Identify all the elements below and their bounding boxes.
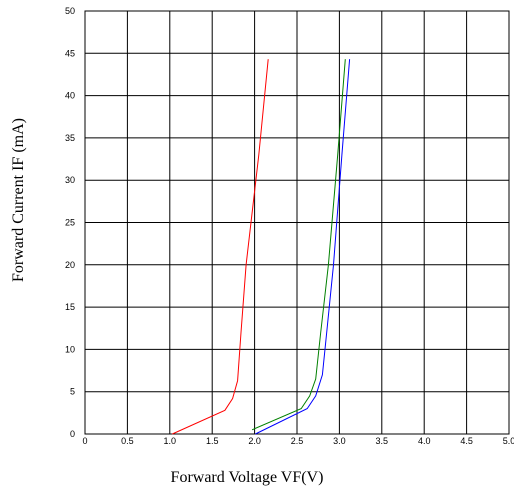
x-tick-label: 3.5	[376, 436, 389, 446]
y-tick-label: 0	[70, 429, 75, 439]
x-tick-label: 1.0	[164, 436, 177, 446]
plot-frame	[84, 10, 510, 435]
y-axis-title: Forward Current IF (mA)	[10, 118, 27, 282]
series-line-1	[172, 59, 269, 435]
x-tick-label: 5.0	[503, 436, 514, 446]
x-tick-label: 2.0	[248, 436, 261, 446]
x-tick-label: 4.5	[460, 436, 473, 446]
y-tick-label: 25	[65, 218, 75, 228]
x-axis-title: Forward Voltage VF(V)	[171, 469, 324, 486]
x-tick-label: 3.0	[333, 436, 346, 446]
y-tick-label: 15	[65, 302, 75, 312]
series-group	[172, 59, 351, 435]
x-tick-label: 2.5	[291, 436, 304, 446]
x-tick-label: 0	[82, 436, 87, 446]
y-tick-label: 10	[65, 344, 75, 354]
x-tick-labels: 0 0.5 1.0 1.5 2.0 2.5 3.0 3.5 4.0 4.5 5.0	[82, 436, 514, 446]
x-tick-label: 4.0	[418, 436, 431, 446]
y-tick-label: 30	[65, 175, 75, 185]
y-tick-label: 45	[65, 48, 75, 58]
y-tick-label: 20	[65, 260, 75, 270]
y-tick-label: 5	[70, 387, 75, 397]
y-tick-labels: 0 5 10 15 20 25 30 35 40 45 50	[65, 6, 75, 439]
series-line-2	[251, 59, 346, 431]
y-tick-label: 35	[65, 133, 75, 143]
grid	[84, 10, 510, 435]
x-tick-label: 1.5	[206, 436, 219, 446]
x-tick-label: 0.5	[121, 436, 134, 446]
y-tick-label: 40	[65, 91, 75, 101]
y-tick-label: 50	[65, 6, 75, 16]
series-line-3	[255, 59, 351, 435]
